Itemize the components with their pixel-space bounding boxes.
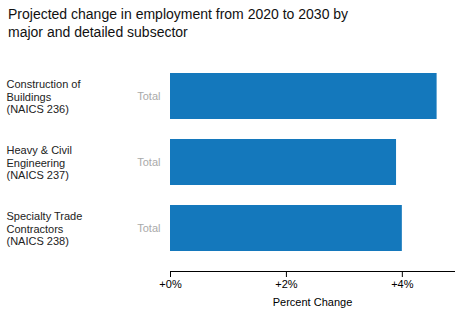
- svg-text:Total: Total: [137, 90, 160, 102]
- svg-text:Percent Change: Percent Change: [273, 296, 353, 308]
- svg-text:+2%: +2%: [275, 278, 298, 290]
- svg-text:Specialty TradeContractors(NAI: Specialty TradeContractors(NAICS 238): [7, 210, 83, 247]
- svg-text:+0%: +0%: [159, 278, 182, 290]
- html-text:Projected change in employment: Projected change in employment from 2020…: [8, 6, 349, 40]
- svg-text:Total: Total: [137, 156, 160, 168]
- svg-text:Heavy & CivilEngineering(NAICS: Heavy & CivilEngineering(NAICS 237): [7, 144, 72, 181]
- svg-text:Construction ofBuildings(NAICS: Construction ofBuildings(NAICS 236): [7, 78, 82, 115]
- svg-text:+4%: +4%: [391, 278, 414, 290]
- svg-text:Total: Total: [137, 222, 160, 234]
